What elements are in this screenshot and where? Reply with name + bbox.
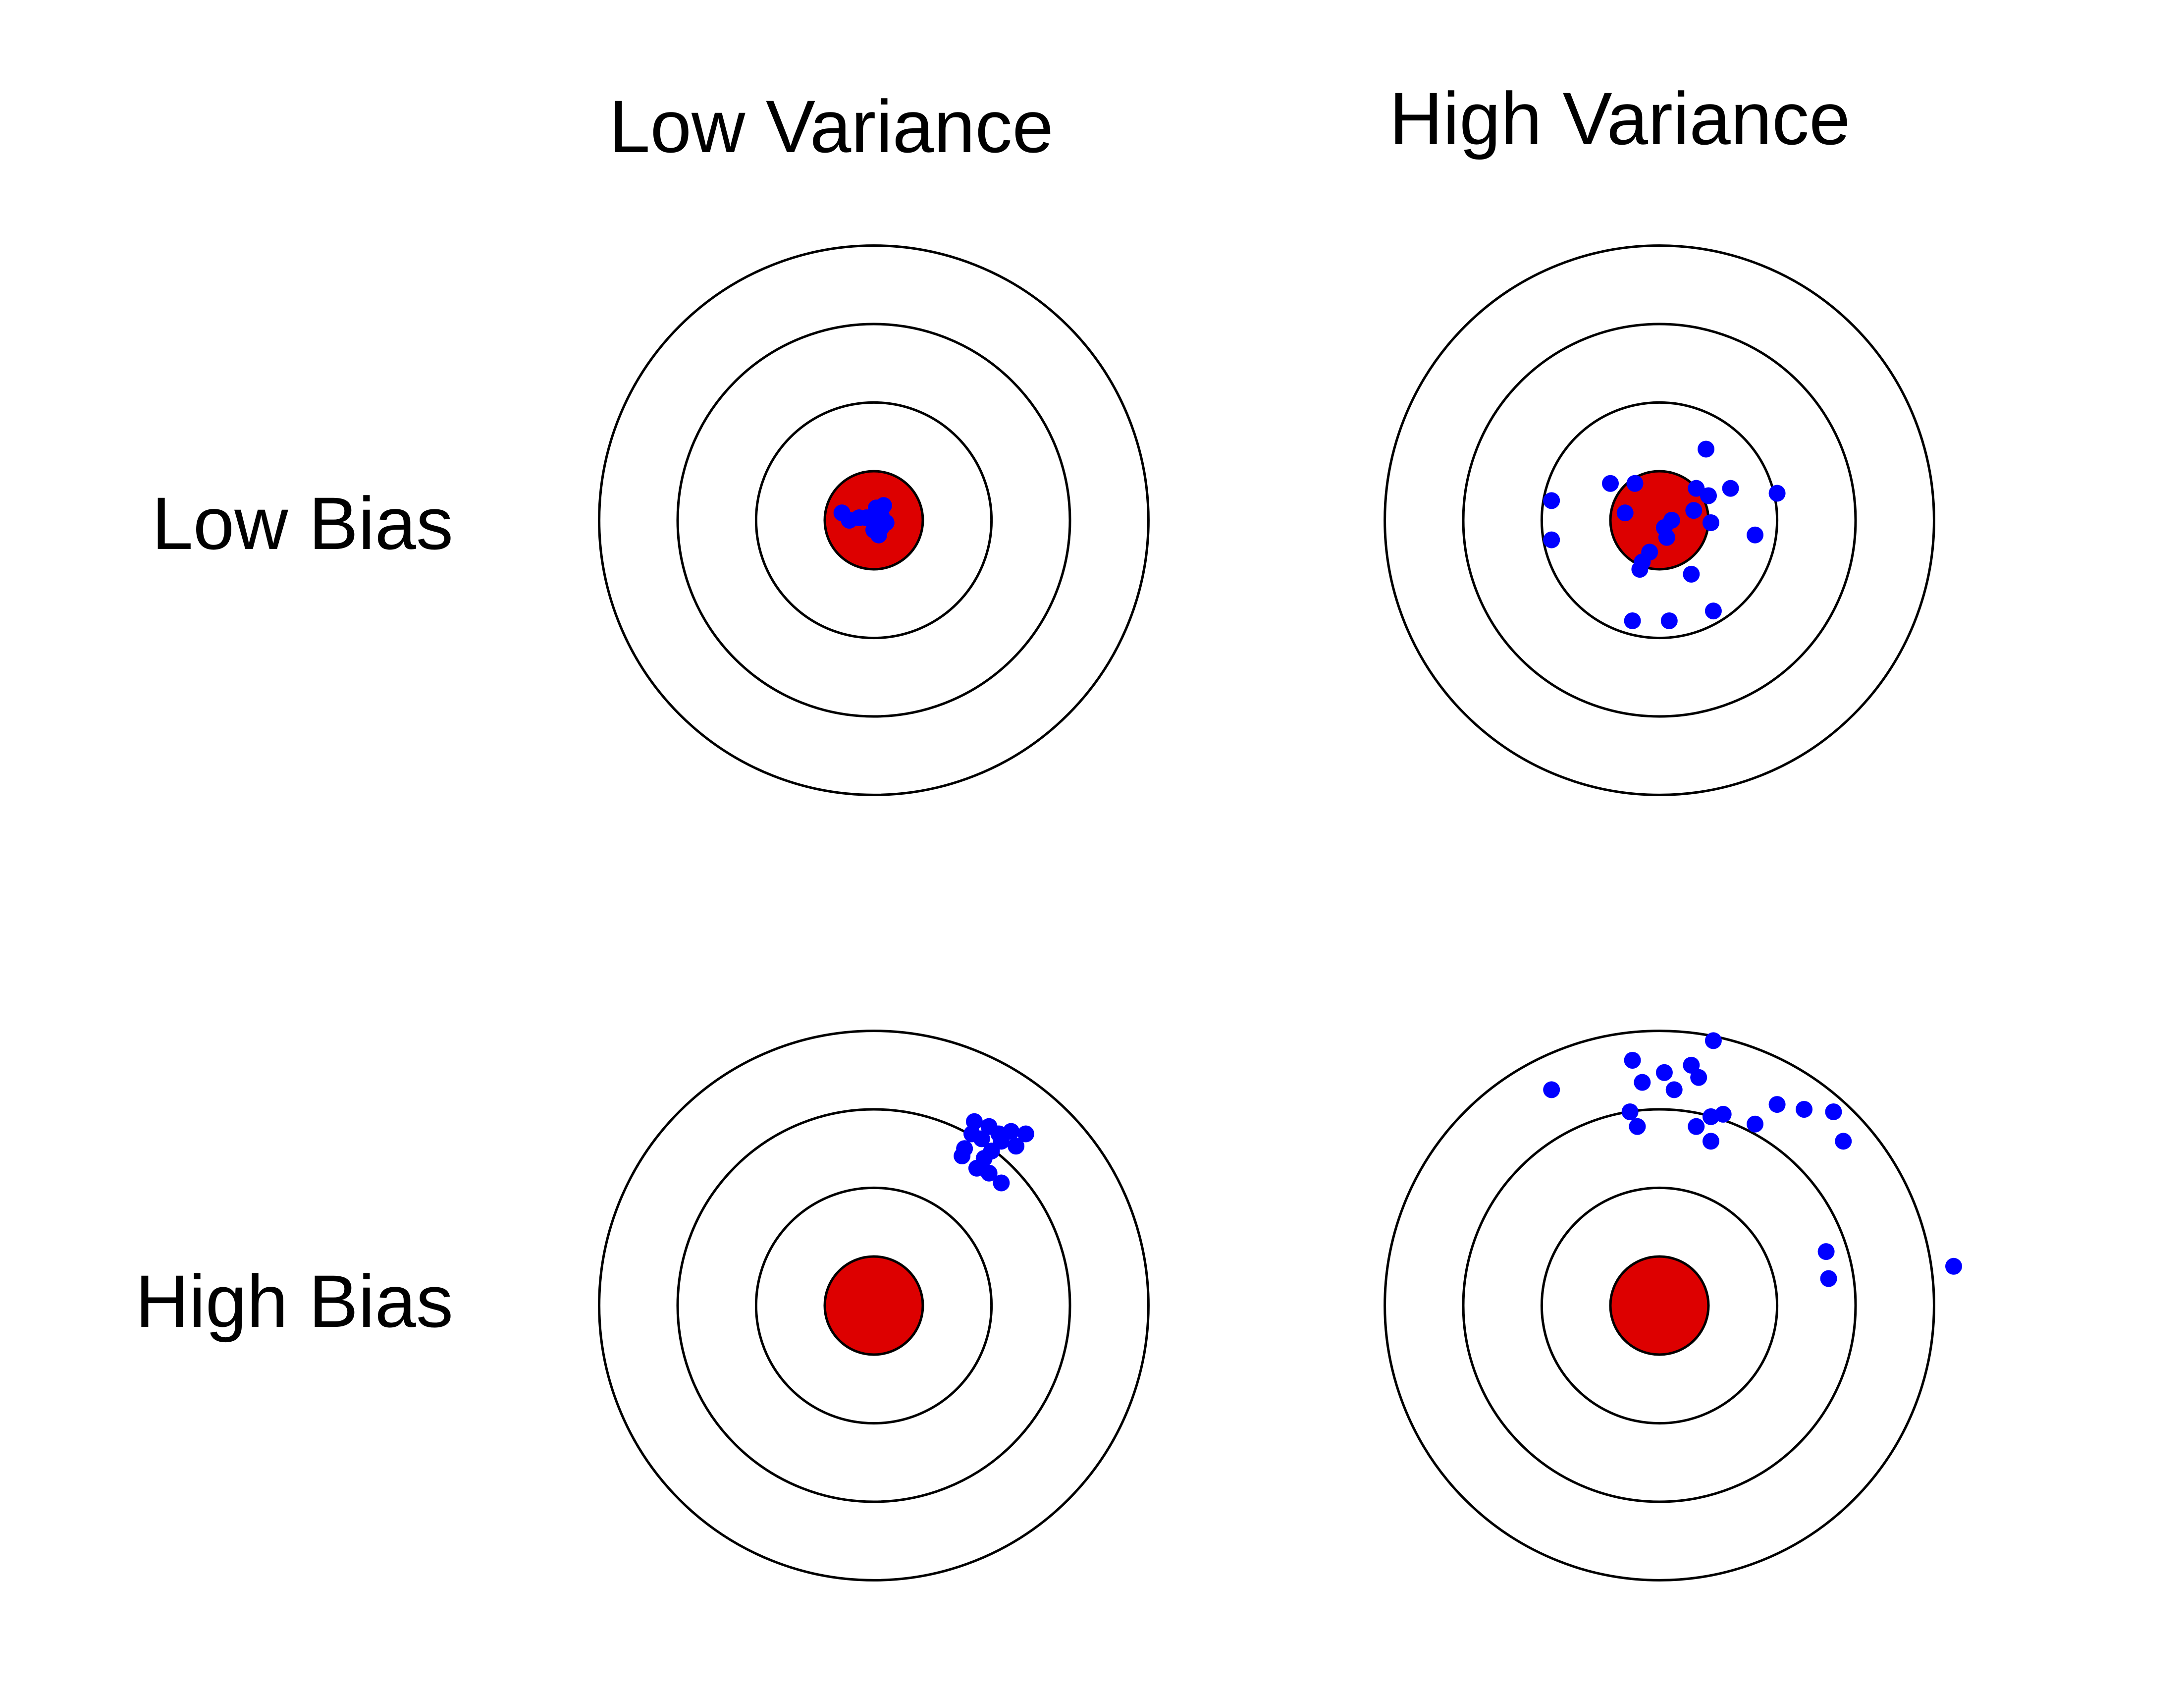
target-ring: [754, 401, 993, 640]
row-header-low-bias: Low Bias: [152, 482, 453, 565]
target-ring: [754, 1186, 993, 1425]
shot-point: [1705, 1032, 1722, 1049]
shot-point: [973, 1130, 990, 1147]
shot-point: [858, 509, 875, 527]
bullseye: [1609, 1255, 1710, 1356]
shot-point: [1705, 602, 1722, 620]
shot-point: [1616, 504, 1634, 522]
target-low-bias-low-variance: [598, 244, 1150, 796]
target-panels: [598, 244, 1962, 1582]
target-low-bias-high-variance: [1384, 244, 1935, 796]
shot-point: [1621, 1103, 1639, 1120]
shot-point: [1835, 1133, 1852, 1150]
shot-point: [1602, 475, 1619, 492]
target-ring: [1384, 1030, 1935, 1582]
shot-point: [1688, 480, 1705, 497]
shot-point: [1655, 1064, 1673, 1081]
target-ring: [676, 323, 1071, 718]
target-ring: [1540, 401, 1779, 640]
shot-point: [872, 507, 890, 524]
shot-point: [1702, 1133, 1719, 1150]
column-headers: Low Variance High Variance: [609, 77, 1850, 168]
bullseye: [823, 1255, 924, 1356]
target-ring: [1540, 1186, 1779, 1425]
shot-point: [1017, 1125, 1034, 1143]
target-ring: [598, 244, 1150, 796]
shot-point: [1722, 480, 1739, 497]
shot-point: [993, 1174, 1010, 1192]
shot-point: [1683, 565, 1700, 583]
target-ring: [598, 1030, 1150, 1582]
row-header-high-bias: High Bias: [135, 1259, 453, 1343]
shot-point: [1817, 1243, 1835, 1260]
shot-point: [1543, 492, 1560, 509]
shot-point: [1008, 1138, 1025, 1155]
shot-point: [841, 512, 858, 529]
shot-point: [1626, 475, 1644, 492]
shot-point: [1768, 1096, 1786, 1113]
shot-point: [1820, 1270, 1837, 1287]
shot-point: [1698, 440, 1715, 458]
shot-point: [1658, 529, 1675, 546]
target-high-bias-low-variance: [598, 1030, 1150, 1582]
target-ring: [1462, 1108, 1857, 1503]
shot-point: [993, 1133, 1010, 1150]
shot-point: [1543, 531, 1560, 548]
shot-point: [1945, 1257, 1962, 1275]
shot-point: [1629, 1118, 1646, 1135]
target-ring: [1384, 244, 1935, 796]
shot-point: [980, 1164, 998, 1182]
column-header-high-variance: High Variance: [1389, 77, 1850, 160]
shot-point: [1543, 1081, 1560, 1098]
shot-point: [1631, 561, 1649, 578]
shot-point: [1683, 1056, 1700, 1074]
shot-point: [1747, 526, 1764, 544]
shot-point: [1688, 1118, 1705, 1135]
target-high-bias-high-variance: [1384, 1030, 1962, 1582]
shot-point: [1747, 1115, 1764, 1133]
shot-point: [1665, 1081, 1683, 1098]
shot-point: [1685, 502, 1703, 519]
shot-point: [1768, 485, 1786, 502]
shot-point: [1796, 1101, 1813, 1118]
target-ring: [676, 1108, 1071, 1503]
shot-point: [1690, 1069, 1707, 1086]
shot-point: [1714, 1105, 1732, 1123]
shot-point: [1634, 1074, 1651, 1091]
shot-point: [1624, 1052, 1641, 1069]
shot-point: [954, 1147, 971, 1165]
shot-point: [870, 526, 887, 544]
shot-point: [1702, 514, 1719, 531]
shot-point: [1624, 612, 1641, 629]
row-headers: Low Bias High Bias: [135, 482, 453, 1343]
column-header-low-variance: Low Variance: [609, 85, 1054, 168]
shot-point: [1660, 612, 1678, 629]
shot-point: [1700, 487, 1717, 504]
target-ring: [1462, 323, 1857, 718]
shot-point: [1825, 1103, 1842, 1120]
